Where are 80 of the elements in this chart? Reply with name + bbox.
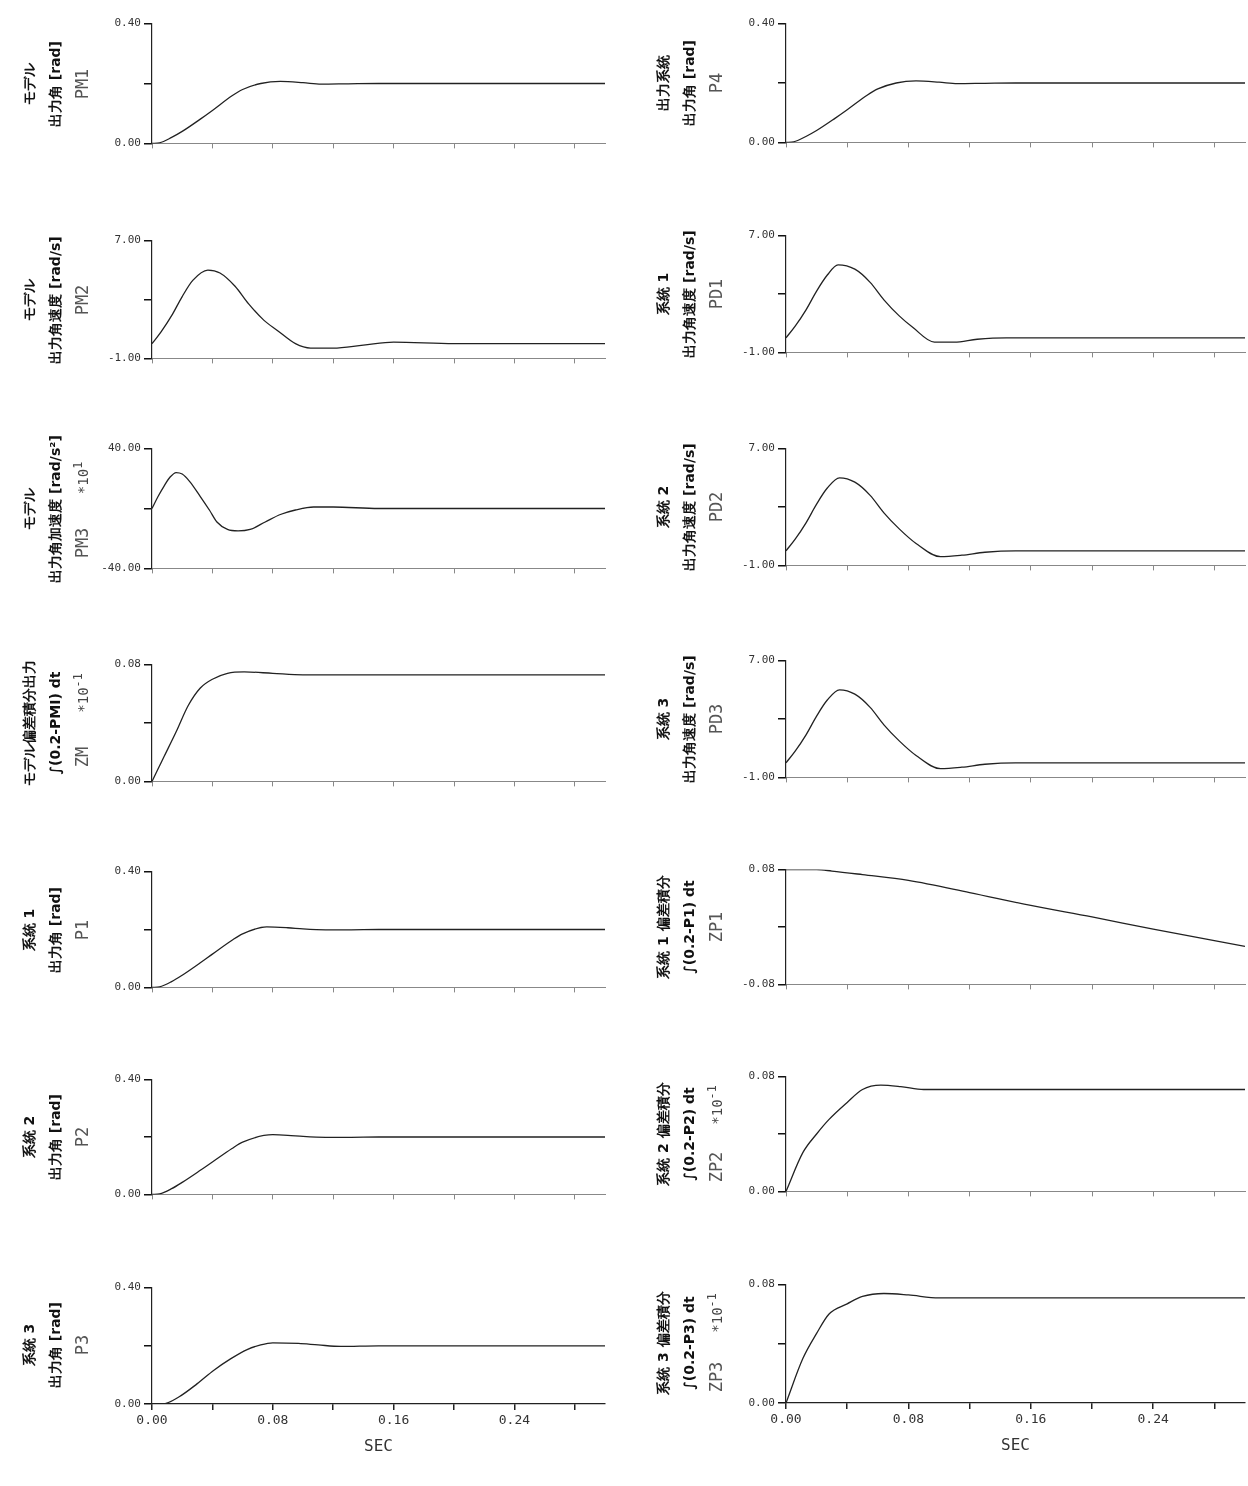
y-tick-label: 7.00 [748, 228, 775, 242]
text: 出力角速度 [rad/s] [681, 655, 698, 783]
y-tick-label: 0.40 [114, 1072, 141, 1086]
y-axis-title: PD1 [705, 278, 726, 310]
y-tick-label: 0.00 [748, 135, 775, 149]
y-tick-label: 7.00 [114, 233, 141, 247]
y-tick-label: -40.00 [101, 561, 141, 575]
y-tick-label: -1.00 [741, 345, 775, 359]
y-tick-label: 0.40 [114, 1280, 141, 1294]
y-axis-title: P4 [705, 72, 726, 94]
text: 系統 1 [655, 272, 672, 316]
text: 出力角速度 [rad/s] [47, 235, 64, 364]
text: 系統 2 [21, 1115, 38, 1159]
y-tick-label: -0.08 [741, 977, 775, 991]
text: ∫(0.2-P3) dt [681, 1296, 698, 1390]
text: 出力角 [rad] [47, 40, 64, 127]
x-tick-label: 0.00 [770, 1411, 802, 1427]
y-axis-title: ZP1 [705, 911, 726, 943]
x-tick-label: 0.16 [1015, 1411, 1047, 1427]
y-tick-label: 7.00 [748, 441, 775, 455]
y-tick-label: 0.00 [114, 774, 141, 788]
y-axis-title: PM1 [71, 68, 92, 99]
text: 系統 2 [655, 485, 672, 529]
x-axis-title: SEC [364, 1435, 393, 1455]
y-tick-label: 0.00 [114, 136, 141, 150]
text: モデル [21, 487, 38, 530]
y-tick-label: -1.00 [107, 351, 141, 365]
text: モデル [21, 62, 38, 105]
text: 出力角速度 [rad/s] [681, 443, 698, 571]
text: 系統 1 偏差積分 [655, 875, 672, 979]
text: 出力角加速度 [rad/s²] [47, 434, 64, 583]
text: 系統 3 偏差積分 [655, 1291, 672, 1395]
text: モデル偏差積分出力 [21, 660, 38, 786]
text: 出力角 [rad] [681, 39, 698, 127]
y-axis-title: ZP3 [705, 1361, 726, 1392]
y-axis-title: ZM [71, 746, 92, 767]
y-tick-label: 7.00 [748, 653, 775, 667]
x-tick-label: 0.24 [1137, 1411, 1170, 1427]
text: 系統 3 [21, 1323, 38, 1367]
text: 系統 1 [21, 908, 38, 951]
y-tick-label: 0.40 [114, 16, 141, 30]
y-tick-label: 0.00 [114, 1187, 141, 1201]
x-tick-label: 0.16 [377, 1412, 410, 1428]
y-tick-label: 0.08 [748, 1069, 775, 1083]
text: 出力角 [rad] [47, 1301, 64, 1389]
text: 系統 3 [655, 697, 672, 741]
y-axis-title: ZP2 [705, 1151, 726, 1183]
y-axis-title: P2 [71, 1126, 92, 1148]
text: 出力角 [rad] [47, 886, 64, 973]
x-axis-title: SEC [1001, 1434, 1030, 1454]
y-axis-title: PM3 [71, 527, 92, 559]
text: 出力角速度 [rad/s] [681, 230, 698, 358]
y-tick-label: -1.00 [741, 770, 775, 784]
y-tick-label: 0.40 [114, 864, 141, 878]
y-tick-label: 0.08 [114, 657, 141, 671]
y-tick-label: 0.08 [748, 1277, 775, 1291]
x-tick-label: 0.08 [257, 1412, 289, 1428]
y-tick-label: 40.00 [107, 441, 141, 455]
y-tick-label: 0.08 [748, 862, 775, 876]
text: ∫(0.2-P1) dt [681, 880, 698, 974]
text: 出力角 [rad] [47, 1093, 64, 1181]
y-tick-label: 0.00 [114, 980, 141, 994]
text: 系統 2 偏差積分 [655, 1082, 672, 1186]
x-tick-label: 0.00 [136, 1412, 168, 1428]
y-tick-label: 0.40 [748, 16, 775, 30]
text: モデル [21, 278, 38, 321]
y-tick-label: 0.00 [748, 1184, 775, 1198]
text: ∫(0.2-P2) dt [681, 1087, 698, 1181]
y-axis-title: P1 [71, 919, 92, 940]
text: 出力系統 [655, 55, 672, 111]
y-axis-title: PM2 [71, 284, 92, 315]
y-axis-title: PD2 [705, 491, 726, 523]
x-tick-label: 0.24 [498, 1412, 531, 1428]
y-axis-title: P3 [71, 1334, 92, 1356]
y-tick-label: 0.00 [748, 1395, 775, 1409]
y-tick-label: -1.00 [741, 558, 775, 572]
y-tick-label: 0.00 [114, 1396, 141, 1410]
x-tick-label: 0.08 [892, 1411, 925, 1427]
text: ∫(0.2-PMI) dt [47, 671, 64, 775]
y-axis-title: PD3 [705, 703, 726, 735]
